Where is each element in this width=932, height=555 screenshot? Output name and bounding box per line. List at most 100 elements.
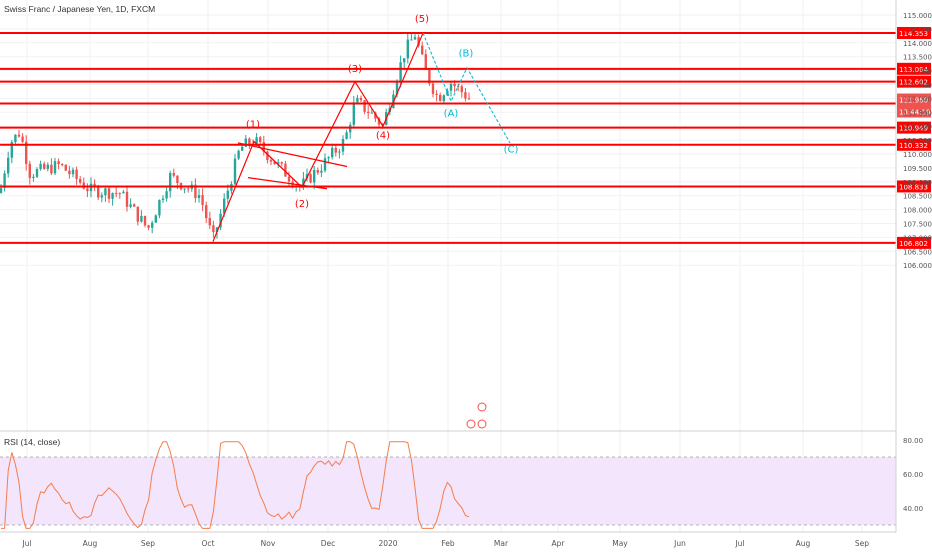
y-tick-label: 112.000	[903, 95, 932, 103]
candle-body	[352, 102, 355, 125]
candle-body	[428, 69, 431, 84]
countdown-tag	[897, 105, 931, 118]
y-tick-label: 112.500	[903, 82, 932, 90]
candle-body	[237, 150, 240, 159]
candle-body	[417, 37, 420, 46]
candle-body	[233, 158, 237, 184]
candle-body	[331, 147, 334, 158]
candle-body	[424, 54, 427, 70]
level-tag-label: 112.602	[899, 79, 928, 87]
candle-body	[370, 112, 373, 114]
candle-body	[53, 161, 57, 174]
candle-body	[262, 142, 265, 152]
candle-body	[158, 199, 161, 216]
x-tick-label: Dec	[321, 539, 336, 548]
level-tag-label: 110.332	[899, 142, 928, 150]
candle-body	[457, 86, 460, 88]
candle-body	[248, 138, 251, 145]
candle-body	[133, 204, 136, 207]
candle-body	[320, 170, 323, 173]
candle-body	[284, 163, 287, 177]
level-tag	[897, 62, 931, 75]
y-tick-label: 106.000	[903, 262, 932, 270]
impulse-wave	[212, 32, 424, 242]
candle-body	[327, 157, 330, 159]
y-tick-label: 114.000	[903, 40, 932, 48]
rsi-line	[1, 441, 470, 529]
candle-body	[0, 188, 3, 193]
current-price-tag	[897, 93, 931, 106]
candle-body	[115, 193, 118, 195]
candle-body	[219, 213, 222, 228]
level-tag	[897, 26, 931, 39]
y-tick-label: 107.000	[903, 234, 932, 242]
horizontal-levels: 114.353113.064112.602111.817110.949110.3…	[0, 26, 931, 249]
candle-body	[21, 136, 24, 142]
candle-body	[14, 134, 17, 143]
rsi-band	[0, 457, 896, 525]
candle-body	[93, 183, 96, 188]
candle-body	[287, 176, 291, 182]
candle-body	[201, 195, 204, 206]
event-marker	[477, 419, 487, 429]
candle-body	[125, 191, 129, 207]
candle-body	[464, 92, 467, 99]
candle-body	[57, 161, 60, 165]
candle-body	[143, 215, 147, 226]
y-tick-label: 108.000	[903, 207, 932, 215]
candle-body	[61, 164, 64, 166]
countdown-label: 13:44:19	[899, 109, 930, 117]
candle-body	[453, 83, 456, 87]
x-tick-label: Jul	[734, 539, 744, 548]
candle-body	[197, 195, 201, 198]
x-tick-label: Feb	[441, 539, 455, 548]
candle-body	[356, 97, 359, 103]
x-tick-label: Aug	[83, 539, 98, 548]
y-tick-label: 111.500	[903, 109, 932, 117]
candle-body	[439, 94, 442, 102]
candle-body	[169, 173, 172, 192]
candle-body	[421, 45, 424, 55]
level-tag	[897, 180, 931, 193]
rsi-title: RSI (14, close)	[4, 437, 61, 447]
candlestick-series	[0, 32, 471, 239]
candle-body	[241, 146, 244, 151]
candle-body	[129, 204, 132, 207]
y-tick-label: 115.000	[903, 12, 932, 20]
candle-body	[28, 163, 31, 178]
candle-body	[25, 141, 28, 164]
x-tick-label: Apr	[552, 539, 566, 548]
candle-body	[273, 161, 276, 165]
candle-body	[154, 215, 157, 223]
x-tick-label: Jul	[21, 539, 31, 548]
candle-body	[449, 83, 453, 91]
wave-label: (1)	[246, 120, 260, 131]
level-tag	[897, 75, 931, 88]
candle-body	[363, 100, 366, 112]
candle-body	[64, 164, 67, 171]
candle-body	[43, 163, 46, 169]
candle-body	[460, 86, 463, 93]
rsi-tick-label: 80.00	[903, 437, 923, 445]
candle-body	[17, 134, 21, 137]
y-tick-label: 108.500	[903, 193, 932, 201]
level-tag-label: 110.949	[899, 125, 928, 133]
wave-label: (4)	[376, 131, 390, 142]
triangle-upper-line	[237, 142, 348, 168]
candle-body	[7, 157, 10, 174]
candle-body	[79, 179, 82, 183]
candle-body	[377, 118, 381, 125]
candle-body	[208, 218, 211, 226]
y-tick-label: 113.500	[903, 54, 932, 62]
event-marker	[477, 402, 487, 412]
triangle-lower-line	[247, 177, 328, 190]
candle-body	[277, 162, 280, 165]
candle-body	[367, 111, 370, 114]
candle-body	[266, 151, 269, 161]
level-tag	[897, 138, 931, 151]
candle-body	[280, 162, 283, 164]
candle-body	[89, 183, 93, 192]
wave-label: (5)	[415, 14, 429, 25]
candle-body	[431, 83, 435, 94]
